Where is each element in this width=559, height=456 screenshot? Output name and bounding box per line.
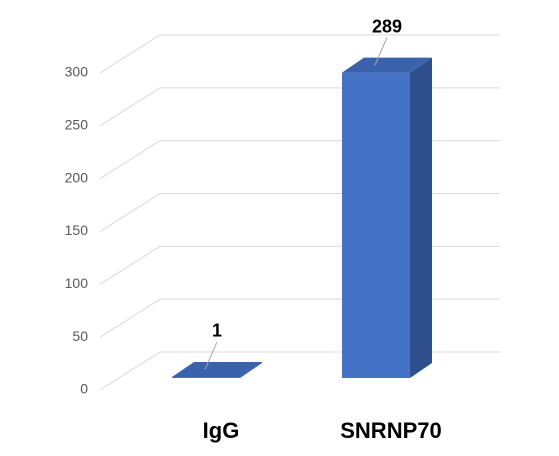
bar-side	[240, 361, 262, 378]
grid-line	[99, 245, 500, 285]
x-tick-label: IgG	[203, 418, 240, 443]
data-label: 289	[372, 16, 402, 36]
data-label: 1	[212, 321, 222, 341]
y-tick-label: 150	[65, 222, 89, 238]
grid-line	[99, 140, 500, 180]
grid-line	[99, 298, 500, 338]
y-tick-label: 250	[65, 117, 89, 133]
y-tick-label: 100	[65, 275, 89, 291]
y-tick-label: 50	[72, 328, 88, 344]
grid-line	[99, 34, 500, 74]
bar-front	[342, 72, 410, 378]
bar-side	[410, 57, 432, 379]
leader-line	[204, 341, 218, 370]
bar-top	[342, 57, 432, 73]
x-tick-label: SNRNP70	[340, 418, 441, 443]
y-tick-label: 200	[65, 169, 89, 185]
grid-line	[99, 193, 500, 232]
grid-line	[99, 351, 500, 391]
bar-front	[172, 376, 240, 378]
y-tick-label: 0	[80, 381, 88, 397]
leader-line	[374, 37, 388, 66]
grid-line	[99, 87, 500, 127]
y-tick-label: 300	[65, 64, 89, 80]
bar-top	[172, 361, 262, 377]
